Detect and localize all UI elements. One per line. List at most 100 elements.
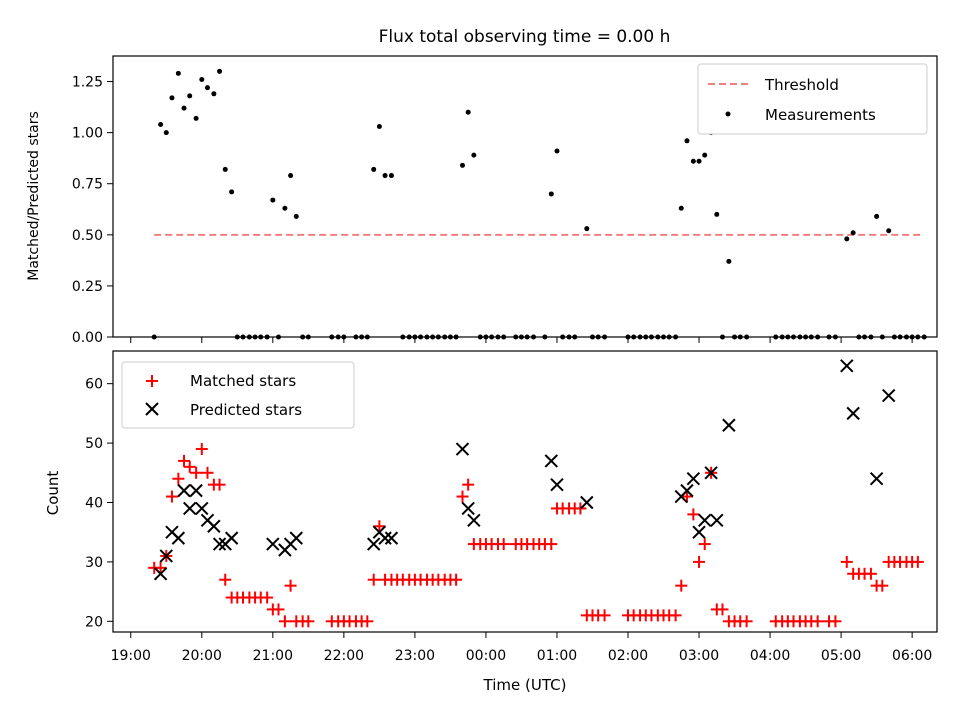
measurement-point	[714, 211, 720, 217]
measurement-point	[554, 148, 560, 154]
matched-star-point	[302, 615, 315, 628]
measurement-point	[874, 213, 880, 219]
top-y-tick-label: 0.00	[72, 330, 103, 346]
predicted-star-point	[384, 531, 399, 545]
predicted-star-point	[224, 531, 239, 545]
predicted-star-point	[207, 519, 221, 533]
bottom-x-tick-label: 19:00	[111, 648, 151, 664]
matched-star-point	[284, 579, 297, 592]
measurement-point	[163, 130, 169, 136]
matched-star-point	[450, 573, 463, 586]
measurements-legend-icon	[725, 111, 731, 117]
matched-star-point	[811, 615, 824, 628]
top-y-tick-label: 1.25	[72, 75, 103, 91]
measurements-legend-label: Measurements	[765, 106, 876, 124]
measurement-point	[181, 105, 187, 111]
bottom-y-tick-label: 20	[85, 614, 103, 630]
predicted-star-point	[722, 418, 736, 432]
matched-star-point	[687, 508, 700, 521]
predicted-star-point	[378, 531, 392, 545]
predicted-star-point	[840, 359, 854, 373]
predicted-star-point	[183, 501, 197, 516]
measurement-point	[217, 68, 223, 74]
predicted-star-point	[171, 531, 186, 545]
predicted-star-point	[153, 567, 168, 581]
bottom-x-tick-label: 01:00	[537, 648, 577, 664]
measurement-point	[376, 124, 382, 130]
matched-star-point	[172, 472, 185, 485]
bottom-y-tick-label: 60	[85, 377, 103, 393]
measurement-point	[678, 205, 684, 211]
matched-star-point	[183, 460, 196, 473]
measurement-point	[388, 173, 394, 179]
matched-star-point	[367, 573, 380, 586]
top-plot-frame	[112, 55, 938, 338]
predicted-star-point	[177, 483, 191, 498]
predicted-star-point	[195, 501, 209, 516]
predicted-star-point	[704, 466, 718, 480]
matched-star-point	[680, 490, 693, 503]
measurement-point	[886, 228, 892, 234]
bottom-x-tick-label: 20:00	[182, 648, 222, 664]
bottom-x-tick-label: 03:00	[679, 648, 719, 664]
predicted-star-point	[189, 483, 203, 498]
bottom-x-axis: 19:00 20:00 21:00 22:00 23:00 00:00 01:00 02:00…	[111, 632, 932, 664]
predicted-star-point	[159, 549, 173, 563]
matched-stars-legend-icon	[146, 375, 158, 387]
bottom-y-axis: 20 30 40 50 60	[85, 377, 113, 630]
predicted-star-point	[686, 472, 701, 486]
matched-star-point	[545, 538, 558, 551]
bottom-x-tick-label: 23:00	[395, 648, 435, 664]
measurement-point	[382, 173, 388, 179]
matched-star-point	[219, 573, 232, 586]
measurement-point	[844, 236, 850, 242]
predicted-star-point	[289, 531, 303, 545]
measurement-point	[684, 138, 690, 144]
bottom-y-tick-label: 40	[85, 495, 103, 511]
top-legend-box	[697, 63, 928, 135]
measurement-point	[270, 197, 276, 203]
bottom-x-tick-label: 00:00	[466, 648, 506, 664]
matched-star-point	[669, 609, 682, 622]
bottom-x-tick-label: 04:00	[750, 648, 790, 664]
predicted-star-point	[461, 501, 475, 516]
predicted-star-point	[550, 477, 564, 492]
matched-star-point	[272, 603, 285, 616]
measurement-point	[222, 166, 228, 172]
measurement-point	[288, 173, 294, 179]
measurement-point	[459, 162, 465, 168]
predicted-star-point	[467, 513, 481, 528]
matched-stars-legend-label: Matched stars	[190, 372, 296, 390]
measurement-point	[465, 109, 471, 115]
measurement-point	[229, 189, 235, 195]
bottom-y-tick-label: 30	[85, 555, 103, 571]
bottom-x-axis-label: Time (UTC)	[483, 676, 567, 694]
measurement-point	[702, 152, 708, 158]
predicted-star-point	[869, 472, 884, 486]
measurement-point	[371, 166, 377, 172]
measurement-point	[548, 191, 554, 197]
measurement-point	[193, 115, 199, 121]
matched-star-point	[373, 520, 386, 533]
predicted-star-point	[692, 525, 706, 539]
matched-star-point	[462, 478, 475, 491]
bottom-x-tick-label: 21:00	[253, 648, 293, 664]
matched-star-point	[740, 615, 753, 628]
matched-star-point	[698, 538, 711, 551]
measurement-point	[211, 91, 217, 97]
predicted-star-point	[698, 513, 712, 528]
top-y-tick-label: 1.00	[72, 126, 103, 142]
bottom-panel: Count 20 30 40 50 60 19:00 20:00 21:00 22:00 23:…	[44, 350, 938, 694]
predicted-stars-legend-label: Predicted stars	[190, 401, 302, 419]
predicted-star-point	[881, 388, 896, 403]
top-chart-title: Flux total observing time = 0.00 h	[379, 27, 671, 47]
matched-star-point	[195, 443, 208, 456]
measurement-point	[158, 121, 164, 127]
measurement-point	[471, 152, 477, 158]
matched-star-point	[456, 490, 469, 503]
bottom-x-tick-label: 06:00	[892, 648, 932, 664]
matched-stars-series	[148, 443, 924, 628]
measurement-point	[690, 158, 696, 164]
measurement-point	[293, 213, 299, 219]
